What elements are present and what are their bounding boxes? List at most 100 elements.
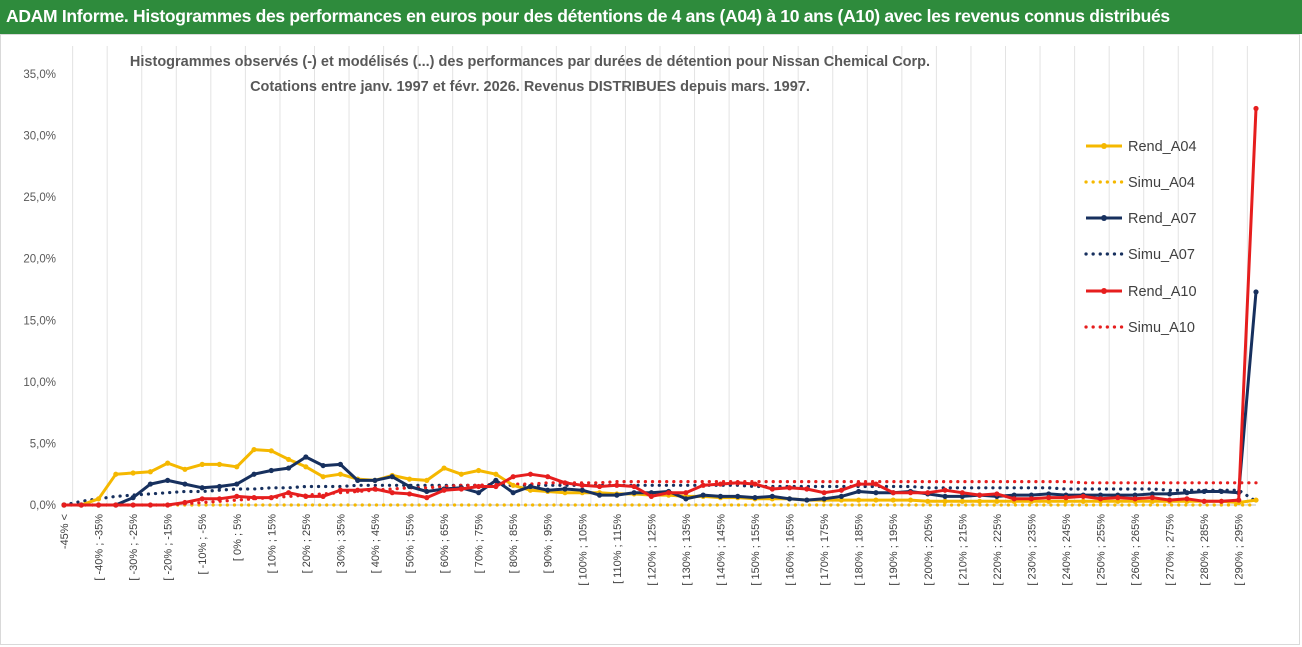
x-tick-label: [ 130% ; 135% (681, 514, 693, 586)
data-point (562, 480, 568, 486)
data-point (1011, 496, 1017, 502)
x-tick-label: [ 170% ; 175% (819, 514, 831, 586)
data-point (234, 493, 240, 499)
data-point (1201, 498, 1207, 504)
data-point (510, 474, 516, 480)
data-point (752, 495, 758, 501)
data-point (113, 471, 119, 477)
data-point (907, 490, 914, 496)
data-point (527, 471, 534, 477)
data-point (838, 497, 844, 503)
data-point (285, 490, 292, 496)
data-point (942, 493, 948, 499)
chart-frame (0, 34, 1300, 645)
data-point (165, 502, 171, 508)
data-point (1028, 492, 1035, 498)
data-point (476, 490, 482, 496)
data-point (1097, 492, 1104, 498)
data-point (303, 464, 309, 470)
data-point (1167, 497, 1173, 503)
data-point (907, 497, 914, 503)
data-point (1115, 498, 1121, 504)
data-point (1046, 495, 1052, 501)
data-point (441, 487, 447, 493)
x-tick-label: [ 270% ; 275% (1165, 514, 1177, 586)
data-point (1097, 496, 1104, 502)
data-point (683, 490, 689, 496)
x-tick-label: [ 90% ; 95% (543, 514, 555, 574)
data-point (251, 471, 257, 477)
data-point (786, 496, 793, 502)
data-point (1253, 289, 1259, 295)
data-point (130, 470, 136, 476)
x-axis: -45% < [ -40% ; -35% [ -30% ; -25% [ -20% ;… (59, 514, 1246, 586)
data-point (1149, 498, 1155, 504)
legend-marker (1101, 143, 1107, 149)
x-tick-label: [ 240% ; 245% (1061, 514, 1073, 586)
data-point (182, 499, 188, 506)
data-point (579, 487, 585, 493)
data-point (527, 487, 534, 493)
x-tick-label: [ 10% ; 15% (266, 514, 278, 574)
data-point (890, 497, 896, 503)
data-point (856, 488, 862, 495)
data-point (959, 498, 965, 504)
data-point (942, 487, 948, 493)
data-point (994, 491, 1000, 497)
data-point (1149, 491, 1155, 497)
data-point (873, 481, 879, 487)
y-tick-label: 5,0% (30, 438, 56, 450)
legend-label: Simu_A07 (1128, 247, 1195, 263)
data-point (389, 474, 395, 480)
data-point (1184, 490, 1190, 496)
y-tick-label: 30,0% (23, 131, 56, 143)
data-point (700, 492, 706, 498)
legend-label: Rend_A10 (1128, 284, 1197, 300)
data-point (545, 487, 551, 493)
x-tick-label: [ 160% ; 165% (785, 514, 797, 586)
y-tick-label: 25,0% (23, 192, 56, 204)
data-point (1149, 495, 1155, 501)
data-point (873, 490, 879, 496)
x-tick-label: [ 210% ; 215% (957, 514, 969, 586)
data-point (234, 481, 240, 487)
legend-item: Simu_A07 (1084, 247, 1195, 263)
x-tick-label: [ 200% ; 205% (923, 514, 935, 586)
data-point (355, 477, 361, 483)
data-point (355, 487, 361, 493)
data-point (856, 481, 862, 487)
data-point (925, 498, 931, 504)
data-point (1063, 498, 1069, 504)
data-point (786, 485, 793, 491)
chart-subtitle: Cotations entre janv. 1997 et févr. 2026… (250, 79, 810, 95)
data-point (1253, 105, 1259, 112)
data-point (1046, 491, 1052, 497)
x-tick-label: [ 250% ; 255% (1096, 514, 1108, 586)
series-rend-a10 (61, 105, 1259, 508)
data-point (838, 493, 844, 499)
report-title: ADAM Informe. Histogrammes des performan… (6, 6, 1170, 26)
x-tick-label: [ -40% ; -35% (94, 514, 106, 581)
data-point (1184, 496, 1190, 502)
data-point (95, 496, 102, 502)
x-tick-label: [ 110% ; 115% (612, 514, 624, 584)
data-point (476, 467, 482, 474)
data-point (1253, 497, 1259, 503)
data-point (406, 483, 413, 490)
data-point (752, 481, 758, 487)
data-point (130, 495, 136, 501)
data-point (493, 477, 499, 483)
legend-marker (1101, 215, 1107, 221)
legend-label: Rend_A04 (1128, 139, 1197, 155)
data-point (596, 492, 603, 498)
data-point (959, 490, 965, 496)
data-point (1028, 496, 1035, 502)
data-point (890, 490, 896, 496)
data-point (303, 454, 309, 460)
series-line (64, 108, 1258, 507)
legend-label: Rend_A07 (1128, 211, 1197, 227)
series-lines (61, 105, 1259, 508)
data-point (216, 461, 223, 467)
data-point (285, 465, 292, 471)
